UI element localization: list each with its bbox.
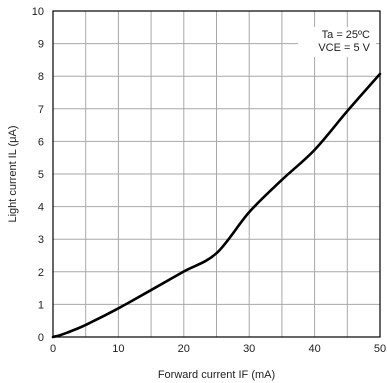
y-tick-label: 5 xyxy=(38,169,44,181)
y-tick-label: 1 xyxy=(38,299,44,311)
y-tick-label: 7 xyxy=(38,104,44,116)
x-tick-label: 20 xyxy=(178,343,190,355)
annotation-box xyxy=(298,27,376,57)
y-tick-label: 10 xyxy=(32,6,44,18)
annotation-temperature: Ta = 25ºC xyxy=(322,29,370,41)
series-layer xyxy=(51,72,382,339)
plot-frame xyxy=(52,10,381,338)
grid xyxy=(53,11,380,337)
y-tick-label: 8 xyxy=(38,71,44,83)
x-axis-title: Forward current IF (mA) xyxy=(158,369,275,381)
annotation-voltage: VCE = 5 V xyxy=(318,42,370,54)
y-tick-label: 4 xyxy=(38,202,44,214)
series-line xyxy=(51,72,382,339)
x-tick-label: 50 xyxy=(374,343,386,355)
y-axis-title: Light current IL (μA) xyxy=(7,125,19,222)
x-tick-label: 0 xyxy=(50,343,56,355)
y-tick-label: 3 xyxy=(38,234,44,246)
x-tick-label: 40 xyxy=(308,343,320,355)
y-tick-label: 9 xyxy=(38,39,44,51)
x-tick-label: 30 xyxy=(243,343,255,355)
x-tick-label: 10 xyxy=(112,343,124,355)
y-tick-label: 6 xyxy=(38,136,44,148)
tick-labels: 0 10 20 30 40 50 0 1 2 3 4 5 6 7 8 9 10 xyxy=(32,6,386,355)
y-tick-label: 0 xyxy=(38,332,44,344)
y-tick-label: 2 xyxy=(38,267,44,279)
